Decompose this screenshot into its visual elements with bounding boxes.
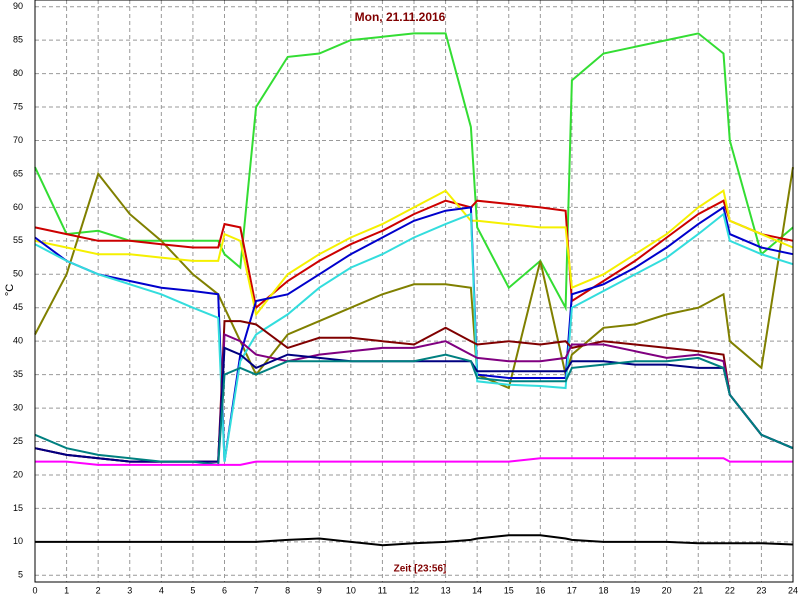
x-tick-label: 19 [630,585,640,595]
y-axis-label: °C [4,284,16,296]
x-tick-label: 18 [598,585,608,595]
y-tick-label: 5 [18,570,23,580]
x-tick-label: 11 [378,585,387,595]
y-tick-label: 75 [13,101,23,111]
series-line [35,534,794,547]
x-tick-label: 6 [222,585,227,595]
y-tick-label: 45 [13,302,23,312]
series-line [34,189,794,317]
series-line [34,32,794,312]
series-line [35,457,793,466]
y-tick-label: 10 [13,536,23,546]
y-tick-label: 40 [13,336,23,346]
x-tick-label: 22 [725,585,735,595]
y-tick-label: 90 [13,1,23,11]
series-line [34,353,794,467]
x-tick-label: 21 [693,585,703,595]
plot-frame [34,0,794,583]
series-line [34,199,794,310]
x-tick-label: 2 [96,585,101,595]
y-tick-label: 35 [13,369,23,379]
y-tick-label: 70 [13,135,23,145]
y-tick-label: 25 [13,436,23,446]
x-tick-label: 7 [254,585,259,595]
y-tick-label: 85 [13,35,23,45]
y-tick-label: 55 [13,235,23,245]
x-tick-label: 16 [535,585,545,595]
series-line [34,205,794,462]
y-tick-label: 80 [13,68,23,78]
x-tick-label: 12 [409,585,419,595]
x-tick-label: 15 [504,585,514,595]
lines [34,32,794,547]
y-tick-label: 65 [13,168,23,178]
x-tick-label: 8 [285,585,290,595]
x-tick-label: 17 [567,585,577,595]
x-tick-label: 20 [662,585,672,595]
x-tick-label: 0 [32,585,37,595]
y-tick-label: 50 [13,269,23,279]
y-tick-label: 15 [13,503,23,513]
x-tick-label: 23 [756,585,766,595]
x-axis-label: Zeit [23:56] [394,564,447,575]
x-tick-label: 10 [346,585,356,595]
x-tick-label: 24 [788,585,798,595]
x-tick-label: 3 [127,585,132,595]
x-tick-label: 5 [190,585,195,595]
x-tick-label: 1 [64,585,69,595]
x-tick-label: 13 [441,585,451,595]
x-tick-label: 4 [159,585,164,595]
y-tick-label: 30 [13,402,23,412]
x-tick-label: 14 [472,585,482,595]
series-line [34,167,794,390]
x-tick-label: 9 [317,585,322,595]
series-line [34,212,794,462]
chart-title: Mon, 21.11.2016 [355,10,446,24]
grid [34,0,794,582]
y-tick-label: 20 [13,469,23,479]
y-tick-label: 60 [13,202,23,212]
